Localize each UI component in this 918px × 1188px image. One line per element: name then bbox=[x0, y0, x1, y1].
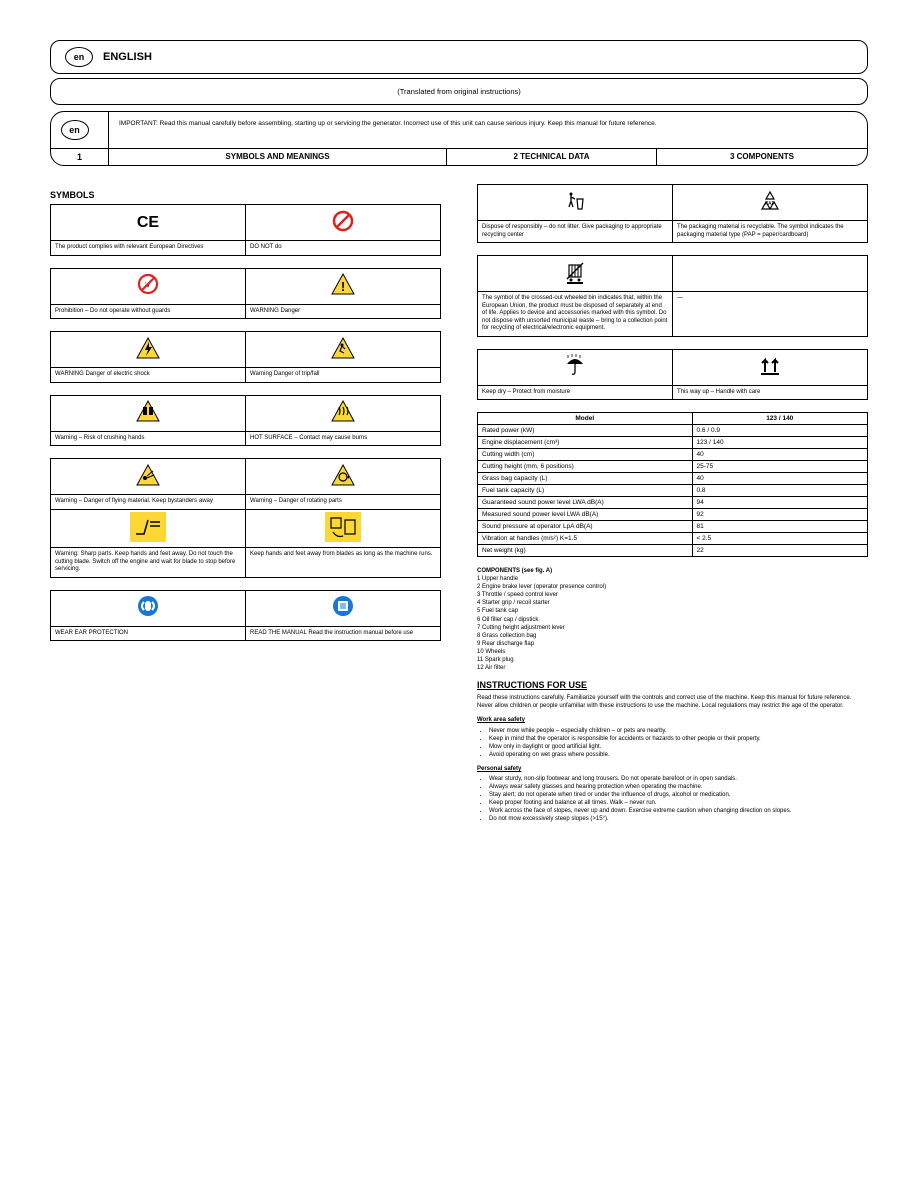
sym-label: WARNING Danger bbox=[246, 304, 441, 319]
svg-text:PAP: PAP bbox=[765, 201, 775, 207]
sym-table-4: Warning – Risk of crushing hands HOT SUR… bbox=[50, 395, 441, 447]
sym-label: Warning Danger of trip/fall bbox=[246, 368, 441, 383]
language-header: en ENGLISH bbox=[50, 40, 868, 74]
svg-text:!: ! bbox=[341, 279, 345, 294]
cut-book-icon bbox=[246, 509, 441, 548]
sym-label: Warning – Danger of flying material. Kee… bbox=[51, 495, 246, 510]
ear-protect-icon bbox=[51, 590, 246, 626]
right-column: PAP Dispose of responsibly – do not litt… bbox=[477, 184, 868, 830]
crush-icon bbox=[51, 395, 246, 431]
prohibit-icon bbox=[246, 205, 441, 241]
sym-label: The packaging material is recyclable. Th… bbox=[673, 221, 868, 243]
sym-label: Prohibition – Do not operate without gua… bbox=[51, 304, 246, 319]
sym-table-3: WARNING Danger of electric shock Warning… bbox=[50, 331, 441, 383]
bin-icon bbox=[478, 185, 673, 221]
personal-heading: Personal safety bbox=[477, 765, 868, 773]
sym-table-r3: Keep dry – Protect from moisture This wa… bbox=[477, 349, 868, 401]
lang-code-circle-2: en bbox=[61, 120, 89, 140]
shock-icon bbox=[51, 332, 246, 368]
components-list: 1 Upper handle 2 Engine brake lever (ope… bbox=[477, 575, 868, 672]
components-title: COMPONENTS (see fig. A) bbox=[477, 567, 868, 575]
area-list: Never mow while people – especially chil… bbox=[477, 727, 868, 759]
sym-table-r2: The symbol of the crossed-out wheeled bi… bbox=[477, 255, 868, 337]
sym-label: HOT SURFACE – Contact may cause burns bbox=[246, 431, 441, 446]
trip-icon bbox=[246, 332, 441, 368]
sym-table-1: CE The product complies with relevant Eu… bbox=[50, 204, 441, 256]
sym-label: — bbox=[673, 292, 868, 337]
hot-icon bbox=[246, 395, 441, 431]
sym-label: This way up – Handle with care bbox=[673, 385, 868, 400]
rotate-icon bbox=[246, 459, 441, 495]
sym-label: Warning: Sharp parts. Keep hands and fee… bbox=[51, 548, 246, 578]
sym-label: Warning – Danger of rotating parts bbox=[246, 495, 441, 510]
left-column: SYMBOLS CE The product complies with rel… bbox=[50, 184, 441, 830]
ce-icon: CE bbox=[51, 205, 246, 241]
subtitle-bar: (Translated from original instructions) bbox=[50, 78, 868, 105]
important-text: IMPORTANT: Read this manual carefully be… bbox=[109, 112, 867, 148]
lang-title: ENGLISH bbox=[103, 51, 152, 63]
symbols-title: SYMBOLS bbox=[50, 190, 441, 200]
warning-icon: ! bbox=[246, 268, 441, 304]
sym-label: Dispose of responsibly – do not litter. … bbox=[478, 221, 673, 243]
sym-table-5: Warning – Danger of flying material. Kee… bbox=[50, 458, 441, 578]
section-index-row: 1 SYMBOLS AND MEANINGS 2 TECHNICAL DATA … bbox=[51, 148, 867, 165]
sym-label: READ THE MANUAL Read the instruction man… bbox=[246, 626, 441, 641]
blank-cell bbox=[673, 256, 868, 292]
sym-label: Warning – Risk of crushing hands bbox=[51, 431, 246, 446]
manual-icon bbox=[246, 590, 441, 626]
sym-label: DO NOT do bbox=[246, 241, 441, 256]
sym-label: The product complies with relevant Europ… bbox=[51, 241, 246, 256]
lang-code-circle: en bbox=[65, 47, 93, 67]
sym-label: Keep dry – Protect from moisture bbox=[478, 385, 673, 400]
weee-icon bbox=[478, 256, 673, 292]
sym-table-2: ! Prohibition – Do not operate without g… bbox=[50, 268, 441, 320]
important-box: en IMPORTANT: Read this manual carefully… bbox=[50, 111, 868, 166]
instructions-intro: Read these instructions carefully. Famil… bbox=[477, 694, 868, 710]
debris-icon bbox=[51, 459, 246, 495]
instructions-heading: INSTRUCTIONS FOR USE bbox=[477, 680, 868, 690]
sym-label: The symbol of the crossed-out wheeled bi… bbox=[478, 292, 673, 337]
area-heading: Work area safety bbox=[477, 716, 868, 724]
thisway-icon bbox=[673, 349, 868, 385]
sym-label: Keep hands and feet away from blades as … bbox=[246, 548, 441, 578]
personal-list: Wear sturdy, non-slip footwear and long … bbox=[477, 775, 868, 824]
sym-label: WEAR EAR PROTECTION bbox=[51, 626, 246, 641]
recycle-icon: PAP bbox=[673, 185, 868, 221]
umbrella-icon bbox=[478, 349, 673, 385]
sym-table-6: WEAR EAR PROTECTION READ THE MANUAL Read… bbox=[50, 590, 441, 642]
no-flame-icon bbox=[51, 268, 246, 304]
sym-label: WARNING Danger of electric shock bbox=[51, 368, 246, 383]
sym-table-r1: PAP Dispose of responsibly – do not litt… bbox=[477, 184, 868, 243]
tech-data-table: Model123 / 140 Rated power (kW)0.6 / 0.9… bbox=[477, 412, 868, 557]
cut-hand-icon bbox=[51, 509, 246, 548]
